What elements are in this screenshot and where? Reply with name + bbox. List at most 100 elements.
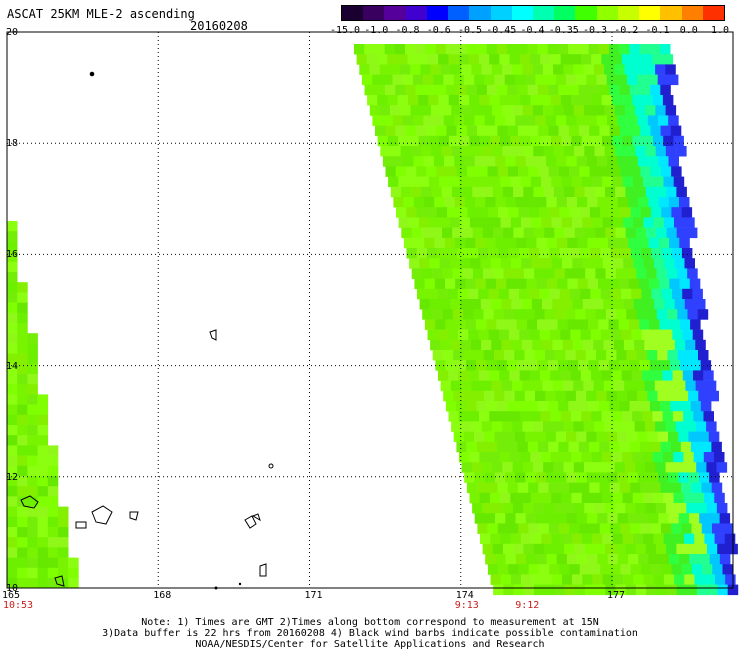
swath-cell [660, 44, 671, 55]
swath-cell [413, 115, 424, 126]
swath-cell [600, 564, 611, 575]
swath-cell [660, 84, 671, 96]
swath-cell [531, 217, 542, 228]
swath-cell [637, 74, 648, 86]
swath-cell [614, 146, 626, 157]
swath-cell [672, 370, 684, 381]
swath-cell [7, 292, 18, 303]
swath-cell [410, 105, 421, 116]
swath-cell [674, 258, 685, 269]
swath-cell [600, 207, 611, 218]
swath-cell [560, 329, 571, 341]
swath-cell [418, 135, 429, 147]
swath-cell [672, 329, 683, 341]
swath-cell [68, 578, 79, 589]
swath-cell [573, 380, 584, 392]
swath-cell [498, 329, 510, 341]
swath-cell [566, 431, 577, 443]
swath-cell [622, 95, 633, 106]
swath-cell [635, 186, 647, 198]
swath-cell [456, 125, 468, 137]
swath-cell [487, 207, 499, 218]
swath-cell [591, 370, 602, 381]
island-outline [251, 513, 261, 522]
swath-cell [384, 44, 396, 55]
swath-cell [554, 186, 565, 198]
swath-cell [596, 431, 608, 443]
swath-cell [656, 268, 668, 279]
swath-cell [650, 441, 661, 453]
swath-cell [461, 105, 472, 116]
swath-cell [483, 309, 494, 320]
swath-cell [500, 533, 511, 545]
swath-cell [17, 292, 28, 303]
swath-cell [658, 237, 670, 249]
swath-cell [543, 186, 555, 198]
swath-cell [605, 584, 616, 596]
swath-cell [498, 288, 510, 300]
swath-cell [552, 299, 563, 310]
swath-cell [495, 156, 506, 167]
swath-cell [654, 299, 665, 310]
swath-cell [630, 248, 642, 259]
swath-cell [533, 462, 544, 473]
swath-cell [415, 84, 426, 96]
swath-cell [510, 492, 521, 504]
swath-cell [27, 516, 38, 528]
swath-cell [588, 401, 600, 412]
swath-cell [576, 513, 588, 524]
swath-cell [429, 217, 440, 228]
swath-cell [627, 472, 638, 483]
swath-cell [484, 115, 496, 126]
swath-cell [561, 492, 572, 504]
swath-cell [687, 350, 699, 361]
swath-cell [575, 390, 587, 402]
swath-cell [703, 370, 714, 381]
time-label: 10:53 [2, 600, 34, 611]
swath-cell [458, 370, 469, 381]
swath-cell [668, 156, 679, 167]
swath-cell [575, 350, 587, 361]
swath-cell [698, 472, 710, 483]
swath-cell [691, 564, 703, 575]
swath-cell [388, 176, 399, 188]
swath-cell [562, 299, 573, 310]
swath-cell [549, 564, 560, 575]
swath-cell [468, 370, 480, 381]
swath-cell [485, 554, 496, 565]
swath-cell [620, 166, 631, 177]
swath-cell [667, 350, 678, 361]
swath-cell [657, 390, 668, 402]
swath-cell [514, 309, 525, 320]
swath-cell [691, 523, 703, 534]
swath-cell [588, 360, 599, 371]
swath-cell [374, 44, 385, 55]
swath-cell [582, 574, 593, 585]
swath-cell [502, 64, 513, 75]
swath-cell [536, 237, 547, 249]
swath-cell [446, 84, 457, 96]
swath-cell [589, 166, 600, 177]
swath-cell [510, 533, 522, 545]
swath-cell [421, 268, 433, 279]
swath-cell [396, 207, 407, 218]
swath-cell [551, 533, 562, 545]
swath-cell [550, 370, 561, 381]
swath-cell [503, 227, 514, 239]
swath-cell [571, 533, 583, 545]
swath-cell [704, 574, 716, 585]
swath-cell [556, 554, 568, 565]
swath-cell [17, 353, 28, 365]
swath-cell [668, 472, 679, 483]
swath-cell [670, 125, 682, 137]
swath-cell [632, 176, 644, 188]
swath-cell [511, 258, 522, 269]
swath-cell [469, 452, 480, 463]
swath-cell [569, 248, 581, 259]
swath-cell [671, 248, 683, 259]
swath-cell [538, 441, 549, 453]
swath-cell [492, 503, 503, 514]
swath-cell [602, 258, 614, 269]
swath-cell [690, 319, 701, 330]
